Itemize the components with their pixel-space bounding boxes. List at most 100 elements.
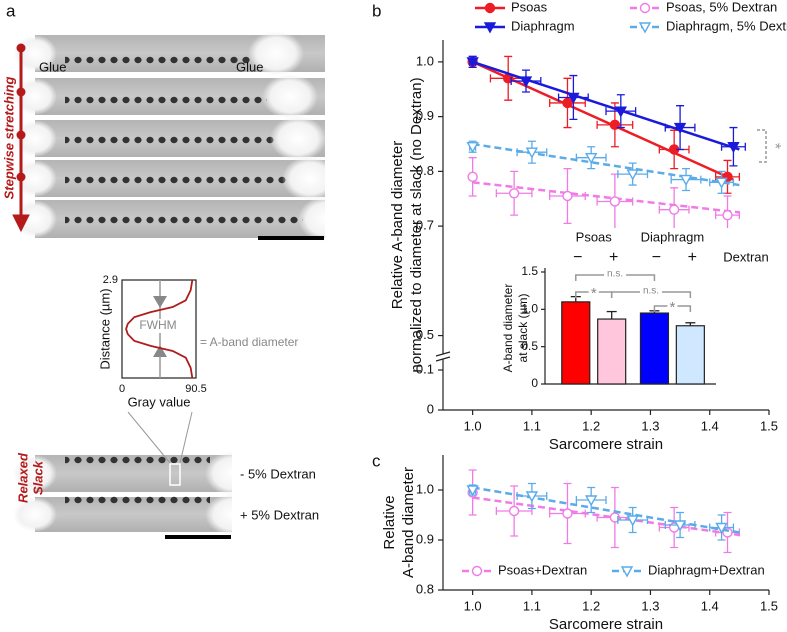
data-point bbox=[626, 515, 639, 527]
x-tick-label: 1.4 bbox=[701, 418, 719, 433]
legend-label: Psoas, 5% Dextran bbox=[666, 0, 777, 14]
data-point bbox=[525, 147, 539, 159]
data-point bbox=[584, 152, 598, 165]
significance-bracket bbox=[757, 129, 767, 163]
glue bbox=[282, 156, 338, 201]
x-axis-label: Sarcomere strain bbox=[549, 436, 663, 453]
glue bbox=[13, 35, 57, 72]
condition-label: - 5% Dextran bbox=[240, 466, 316, 481]
axis-break bbox=[435, 356, 451, 362]
x-tick-label: 1.2 bbox=[582, 418, 600, 433]
x-tick-label: 1.0 bbox=[464, 598, 482, 613]
y-axis-label: Distance (µm) bbox=[97, 288, 112, 369]
data-point bbox=[562, 190, 573, 202]
data-point bbox=[715, 177, 728, 189]
data-point bbox=[562, 508, 573, 519]
y-tick-label: 0.9 bbox=[416, 531, 434, 546]
significance-label: n.s. bbox=[643, 286, 659, 297]
x-tick-label: 1.0 bbox=[464, 418, 482, 433]
significance-label: * bbox=[766, 143, 783, 149]
legend-label: Psoas+Dextran bbox=[498, 562, 587, 577]
annotation: FWHM bbox=[139, 318, 176, 332]
condition-label: + 5% Dextran bbox=[240, 507, 319, 522]
y-tick-label: 1.0 bbox=[521, 302, 538, 316]
y-axis-label: A-band diameter bbox=[400, 467, 417, 578]
glue bbox=[13, 120, 57, 157]
data-point bbox=[679, 174, 693, 187]
y-tick-label: 0.7 bbox=[416, 218, 434, 233]
glue-label: Glue bbox=[236, 59, 263, 74]
x-tick-label: 1.1 bbox=[523, 598, 541, 613]
slack-label: Slack bbox=[30, 460, 45, 495]
y-tick-label: 1.5 bbox=[521, 264, 538, 278]
panel-label: c bbox=[372, 451, 381, 470]
data-point bbox=[466, 485, 479, 497]
slack-label: Relaxed bbox=[15, 452, 30, 503]
data-point bbox=[626, 169, 639, 181]
legend-marker bbox=[471, 565, 483, 577]
x-axis-label: Gray value bbox=[128, 394, 191, 409]
glue bbox=[13, 78, 57, 115]
significance-label: * bbox=[669, 299, 675, 316]
legend-marker bbox=[483, 22, 497, 34]
data-point bbox=[609, 512, 621, 523]
label-bg bbox=[140, 319, 176, 333]
x-tick-label: 1.3 bbox=[641, 598, 659, 613]
myofibril bbox=[65, 76, 267, 117]
legend-label: Diaphragm+Dextran bbox=[648, 562, 765, 577]
bar bbox=[675, 325, 705, 385]
group-label: Psoas bbox=[576, 229, 613, 244]
category-label: + bbox=[609, 249, 618, 266]
legend-marker bbox=[484, 2, 496, 14]
annotation: = A-band diameter bbox=[200, 335, 298, 349]
x-tick-label: 90.5 bbox=[185, 383, 206, 395]
data-point bbox=[727, 142, 740, 154]
legend-label: Diaphragm, 5% Dextran bbox=[666, 18, 787, 33]
data-point bbox=[508, 188, 520, 199]
legend-marker bbox=[639, 2, 651, 14]
x-tick-label: 1.5 bbox=[760, 598, 778, 613]
bar bbox=[597, 318, 627, 385]
data-point bbox=[562, 97, 573, 109]
data-point bbox=[722, 209, 733, 221]
y-tick-label: 1.0 bbox=[416, 481, 434, 496]
data-point bbox=[668, 204, 680, 215]
legend-marker bbox=[638, 22, 652, 34]
zoom-line bbox=[127, 411, 171, 464]
x-tick-label: 0 bbox=[119, 383, 125, 395]
category-title: Dextran bbox=[723, 249, 769, 264]
panel-label: b bbox=[372, 1, 381, 20]
y-tick-label: 0.5 bbox=[521, 339, 538, 353]
data-point bbox=[673, 520, 687, 532]
fwhm-arrow bbox=[153, 296, 167, 308]
bar bbox=[561, 301, 591, 385]
y-tick-label: 0.1 bbox=[416, 361, 434, 376]
y-tick-label: 2.9 bbox=[103, 274, 118, 286]
x-tick-label: 1.3 bbox=[641, 418, 659, 433]
y-tick-label: 0.5 bbox=[416, 327, 434, 342]
mask bbox=[325, 30, 355, 245]
significance-label: n.s. bbox=[607, 269, 623, 280]
data-point bbox=[508, 505, 520, 517]
y-tick-label: 0 bbox=[427, 401, 434, 416]
fit-line bbox=[472, 60, 740, 151]
significance-label: * bbox=[591, 285, 597, 302]
panel-label: a bbox=[6, 1, 16, 20]
label-bg bbox=[640, 285, 663, 297]
legend-label: Psoas bbox=[511, 0, 548, 14]
glue bbox=[13, 497, 57, 532]
label-bg bbox=[604, 268, 627, 280]
y-tick-label: 1.0 bbox=[416, 53, 434, 68]
profile-line bbox=[125, 279, 194, 379]
data-point bbox=[584, 495, 598, 507]
axis-break bbox=[435, 354, 451, 359]
bar bbox=[639, 312, 670, 385]
myofibril bbox=[65, 33, 253, 74]
myofibril bbox=[65, 494, 210, 535]
y-tick-label: 0.9 bbox=[416, 108, 434, 123]
fwhm-arrow bbox=[153, 345, 167, 357]
myofibril bbox=[65, 118, 275, 159]
y-axis-label: at slack (µm) bbox=[516, 294, 530, 363]
glue-label: Glue bbox=[39, 59, 66, 74]
